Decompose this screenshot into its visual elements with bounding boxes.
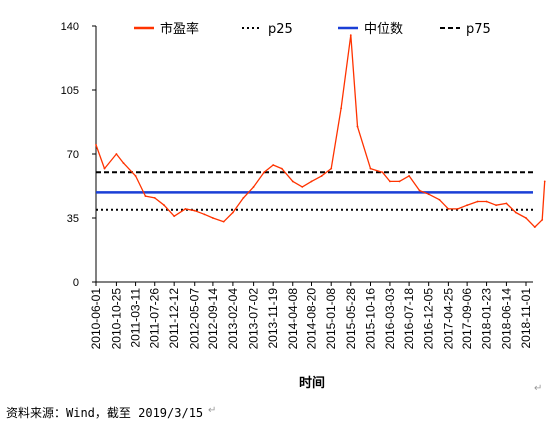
pe-ratio-point bbox=[340, 107, 343, 110]
pe-ratio-point bbox=[533, 226, 536, 229]
pe-ratio-point bbox=[505, 202, 508, 205]
pe-ratio-point bbox=[408, 175, 410, 177]
paragraph-mark-icon: ↵ bbox=[534, 383, 543, 394]
x-tick-label: 2018-01-23 bbox=[480, 288, 494, 350]
y-tick-label: 0 bbox=[73, 277, 79, 289]
reference-lines bbox=[96, 171, 533, 211]
pe-ratio-point bbox=[232, 211, 234, 214]
pe-ratio-point bbox=[242, 196, 245, 199]
x-tick-label: 2016-07-18 bbox=[402, 288, 416, 350]
pe-ratio-point bbox=[163, 204, 166, 207]
y-tick-label: 140 bbox=[61, 21, 79, 33]
x-tick-label: 2013-02-04 bbox=[226, 288, 240, 350]
pe-ratio-point bbox=[543, 180, 546, 183]
x-tick-label: 2015-10-16 bbox=[364, 288, 378, 350]
y-tick-label: 35 bbox=[67, 213, 79, 225]
x-tick-label: 2011-03-11 bbox=[129, 288, 143, 348]
x-tick-label: 2013-11-19 bbox=[266, 288, 280, 349]
pe-ratio-point bbox=[212, 217, 214, 219]
plot-series bbox=[95, 34, 546, 229]
pe-ratio-point bbox=[291, 180, 294, 183]
pe-ratio-point bbox=[330, 167, 333, 170]
pe-ratio-point bbox=[476, 200, 479, 203]
pe-ratio-point bbox=[103, 167, 106, 170]
x-tick-label: 2015-01-08 bbox=[324, 288, 338, 350]
x-tick-label: 2017-04-25 bbox=[441, 288, 455, 350]
pe-ratio-point bbox=[495, 204, 497, 207]
pe-ratio-point bbox=[438, 198, 441, 201]
x-tick-label: 2010-10-25 bbox=[109, 288, 123, 350]
pe-ratio-line bbox=[95, 34, 546, 228]
x-tick-label: 2011-12-12 bbox=[167, 288, 181, 349]
pe-ratio-point bbox=[263, 171, 265, 174]
x-axis-title: 时间 bbox=[299, 375, 325, 391]
pe-ratio-point bbox=[134, 175, 137, 177]
pe-ratio-point bbox=[456, 207, 459, 210]
x-tick-label: 2017-09-06 bbox=[460, 288, 474, 350]
y-tick-label: 70 bbox=[67, 149, 79, 161]
pe-ratio-point bbox=[447, 207, 450, 210]
y-tick-label: 105 bbox=[61, 85, 79, 97]
pe-ratio-point bbox=[222, 220, 225, 223]
pe-ratio-point bbox=[398, 180, 401, 183]
paragraph-mark-icon: ↵ bbox=[208, 405, 217, 416]
pe-ratio-point bbox=[514, 211, 517, 214]
pe-ratio-point bbox=[349, 34, 352, 37]
legend-label: 市盈率 bbox=[160, 21, 199, 37]
pe-ratio-point bbox=[525, 217, 527, 219]
pe-ratio-point bbox=[301, 186, 304, 188]
pe-ratio-point bbox=[193, 209, 196, 212]
pe-ratio-point bbox=[427, 193, 430, 196]
x-tick-label: 2012-05-07 bbox=[188, 288, 202, 350]
pe-ratio-point bbox=[485, 200, 488, 203]
x-tick-label: 2011-07-26 bbox=[148, 288, 162, 349]
x-tick-label: 2015-05-28 bbox=[344, 288, 358, 350]
pe-ratio-point bbox=[173, 215, 176, 218]
x-tick-label: 2014-08-20 bbox=[304, 288, 318, 350]
pe-ratio-point bbox=[95, 143, 97, 146]
pe-ratio-point bbox=[310, 180, 313, 183]
pe-ratio-point bbox=[541, 218, 544, 221]
legend-label: 中位数 bbox=[364, 22, 403, 37]
pe-ratio-point bbox=[115, 153, 118, 155]
pe-ratio-point bbox=[381, 171, 384, 174]
x-tick-label: 2018-11-01 bbox=[519, 288, 533, 349]
pe-ratio-point bbox=[466, 204, 469, 207]
x-tick-label: 2013-07-02 bbox=[247, 288, 261, 350]
x-tick-label: 2018-06-14 bbox=[499, 288, 513, 350]
pe-ratio-point bbox=[389, 180, 391, 183]
legend-label: p75 bbox=[466, 22, 491, 37]
y-axis: 0 35 70 105 140 bbox=[61, 21, 97, 289]
pe-ratio-point bbox=[320, 175, 323, 177]
pe-ratio-point bbox=[184, 207, 187, 210]
pe-ratio-point bbox=[252, 186, 255, 188]
x-axis: 2010-06-01 2010-10-25 2011-03-11 2011-07-26… bbox=[89, 281, 533, 350]
pe-ratio-point bbox=[203, 213, 206, 216]
x-tick-label: 2016-12-05 bbox=[422, 288, 436, 350]
legend: 市盈率 p25 中位数 p75 bbox=[134, 21, 491, 37]
x-tick-label: 2016-03-03 bbox=[383, 288, 397, 350]
pe-ratio-point bbox=[122, 162, 125, 165]
pe-ratio-point bbox=[153, 196, 156, 199]
pe-ratio-point bbox=[356, 125, 359, 128]
x-tick-label: 2010-06-01 bbox=[89, 288, 103, 350]
pe-ratio-point bbox=[280, 167, 283, 170]
pe-ratio-point bbox=[144, 195, 147, 197]
source-note: 资料来源：Wind，截至 2019/3/15 bbox=[6, 406, 204, 420]
x-tick-label: 2012-09-14 bbox=[206, 288, 220, 350]
legend-label: p25 bbox=[268, 22, 293, 37]
x-tick-label: 2014-04-08 bbox=[286, 288, 300, 350]
pe-ratio-point bbox=[369, 167, 372, 170]
pe-ratio-point bbox=[418, 189, 421, 192]
pe-ratio-point bbox=[272, 164, 275, 166]
